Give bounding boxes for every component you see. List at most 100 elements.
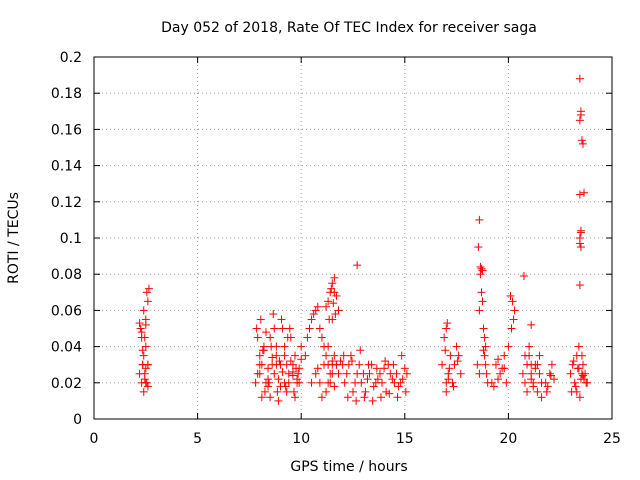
data-point xyxy=(489,382,498,391)
data-point xyxy=(143,297,152,306)
data-point xyxy=(571,382,580,391)
data-point xyxy=(575,190,584,199)
x-tick-labels: 0 5 10 15 20 25 xyxy=(90,431,621,447)
data-point xyxy=(473,360,482,369)
data-point xyxy=(140,333,149,342)
data-point xyxy=(265,378,274,387)
data-point xyxy=(136,324,145,333)
grid xyxy=(94,57,612,419)
data-point xyxy=(445,364,454,373)
data-series-roti xyxy=(135,74,592,405)
x-tick-label: 5 xyxy=(193,431,202,447)
data-point xyxy=(322,387,331,396)
data-point xyxy=(578,360,587,369)
data-point xyxy=(443,319,452,328)
data-point xyxy=(397,351,406,360)
chart-title: Day 052 of 2018, Rate Of TEC Index for r… xyxy=(161,20,537,36)
data-point xyxy=(531,364,540,373)
data-point xyxy=(520,378,529,387)
data-point xyxy=(357,378,366,387)
data-point xyxy=(355,360,364,369)
data-point xyxy=(452,342,461,351)
data-point xyxy=(480,333,489,342)
data-point xyxy=(309,310,318,319)
data-point xyxy=(390,378,399,387)
data-point xyxy=(266,393,275,402)
data-point xyxy=(307,315,316,324)
data-point xyxy=(278,324,287,333)
data-point xyxy=(264,375,273,384)
data-point xyxy=(525,342,534,351)
data-point xyxy=(273,387,282,396)
data-point xyxy=(519,272,528,281)
x-tick-label: 0 xyxy=(90,431,99,447)
y-tick-label: 0.06 xyxy=(51,303,82,319)
y-tick-label: 0.18 xyxy=(51,86,82,102)
data-point xyxy=(143,382,152,391)
data-point xyxy=(257,393,266,402)
data-point xyxy=(448,378,457,387)
data-point xyxy=(135,319,144,328)
data-point xyxy=(494,355,503,364)
data-point xyxy=(352,396,361,405)
data-point xyxy=(479,346,488,355)
data-point xyxy=(572,387,581,396)
data-point xyxy=(258,346,267,355)
data-point xyxy=(578,371,587,380)
data-point xyxy=(276,382,285,391)
data-point xyxy=(444,375,453,384)
data-point xyxy=(261,328,270,337)
data-point xyxy=(266,333,275,342)
data-point xyxy=(482,369,491,378)
data-point xyxy=(402,369,411,378)
data-point xyxy=(481,342,490,351)
data-point xyxy=(578,139,587,148)
data-point xyxy=(328,357,337,366)
data-point xyxy=(286,357,295,366)
data-point xyxy=(393,393,402,402)
data-point xyxy=(529,382,538,391)
data-point xyxy=(487,378,496,387)
x-axis-label: GPS time / hours xyxy=(290,459,407,475)
data-point xyxy=(272,351,281,360)
data-point xyxy=(542,387,551,396)
data-point xyxy=(313,302,322,311)
data-point xyxy=(500,364,509,373)
data-point xyxy=(253,333,262,342)
data-point xyxy=(322,351,331,360)
data-point xyxy=(446,351,455,360)
data-point xyxy=(311,306,320,315)
data-point xyxy=(385,389,394,398)
data-point xyxy=(288,371,297,380)
data-point xyxy=(506,291,515,300)
data-point xyxy=(479,324,488,333)
data-point xyxy=(343,393,352,402)
x-tick-label: 25 xyxy=(603,431,621,447)
data-point xyxy=(535,369,544,378)
data-point xyxy=(481,360,490,369)
data-point xyxy=(545,369,554,378)
data-point xyxy=(491,360,500,369)
data-point xyxy=(509,315,518,324)
data-point xyxy=(272,342,281,351)
data-point xyxy=(328,369,337,378)
data-point xyxy=(575,281,584,290)
data-point xyxy=(330,273,339,282)
data-point xyxy=(547,360,556,369)
data-point xyxy=(301,351,310,360)
data-point xyxy=(324,297,333,306)
data-point xyxy=(277,315,286,324)
data-point xyxy=(368,396,377,405)
y-tick-label: 0.2 xyxy=(60,50,82,66)
y-tick-label: 0.08 xyxy=(51,267,82,283)
data-point xyxy=(442,324,451,333)
data-point xyxy=(141,378,150,387)
data-point xyxy=(305,324,314,333)
data-point xyxy=(476,262,485,271)
data-point xyxy=(476,270,485,279)
data-point xyxy=(353,261,362,270)
y-tick-label: 0 xyxy=(73,412,82,428)
data-point xyxy=(275,357,284,366)
data-point xyxy=(283,333,292,342)
data-point xyxy=(294,369,303,378)
